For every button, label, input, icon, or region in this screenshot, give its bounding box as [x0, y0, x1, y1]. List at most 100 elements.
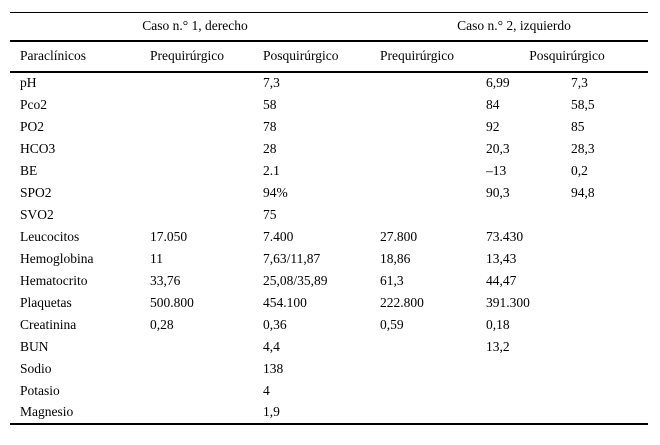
row-label: SPO2	[20, 184, 52, 200]
table-cell	[486, 204, 571, 226]
table-cell	[150, 160, 263, 182]
column-header-caso1-pre: Prequirúrgico	[150, 40, 263, 73]
row-label: Sodio	[20, 360, 52, 376]
table-cell	[150, 204, 263, 226]
column-header-parameter: Paraclínicos	[10, 40, 150, 73]
table-cell: 222.800	[380, 294, 424, 310]
table-cell	[380, 182, 486, 204]
table-cell	[571, 270, 648, 292]
table-cell: 44,47	[486, 272, 517, 288]
table-cell: 0,36	[263, 316, 287, 332]
table-cell: 92	[486, 118, 500, 134]
row-label: SVO2	[20, 206, 54, 222]
table-cell: 58	[263, 96, 277, 112]
table-row: SPO2 94% 90,3 94,8	[10, 182, 648, 204]
row-label: pH	[20, 75, 37, 90]
clinical-table: Caso n.° 1, derecho Caso n.° 2, izquierd…	[10, 12, 649, 425]
row-label: Hemoglobina	[20, 250, 94, 266]
table-cell: 7,3	[571, 75, 588, 90]
table-cell	[150, 336, 263, 358]
table-row: BUN 4,4 13,2	[10, 336, 648, 358]
table-cell: 84	[486, 96, 500, 112]
table-cell	[150, 380, 263, 402]
column-header-row: Paraclínicos Prequirúrgico Posquirúrgico…	[10, 40, 649, 73]
table-cell: 11	[150, 250, 163, 266]
table-cell: 0,28	[150, 316, 174, 332]
table-cell	[571, 314, 648, 336]
row-label: Plaquetas	[20, 294, 72, 310]
table-cell: 6,99	[486, 75, 510, 90]
table-cell: 73.430	[486, 228, 524, 244]
table-cell: 94%	[263, 184, 288, 200]
table-cell	[150, 138, 263, 160]
table-cell	[486, 402, 571, 424]
table-cell	[571, 248, 648, 270]
row-label: PO2	[20, 118, 45, 134]
group-header-caso-1: Caso n.° 1, derecho	[10, 12, 381, 42]
table-cell	[150, 94, 263, 116]
table-cell: 1,9	[263, 404, 280, 419]
table-cell: 18,86	[380, 250, 411, 266]
table-cell	[486, 358, 571, 380]
table-row: SVO2 75	[10, 204, 648, 226]
table-cell: 13,43	[486, 250, 517, 266]
table-cell	[571, 204, 648, 226]
table-cell	[150, 72, 263, 94]
row-label: BUN	[20, 338, 49, 354]
row-label: BE	[20, 162, 38, 178]
table-cell: 4,4	[263, 338, 280, 354]
table-cell: 61,3	[380, 272, 404, 288]
table-cell: 94,8	[571, 184, 595, 200]
table-cell: 7,3	[263, 75, 280, 90]
group-header-caso-2: Caso n.° 2, izquierdo	[380, 12, 649, 42]
table-row: Potasio 4	[10, 380, 648, 402]
table-row: HCO3 28 20,3 28,3	[10, 138, 648, 160]
row-label: Pco2	[20, 96, 47, 112]
table-cell: 90,3	[486, 184, 510, 200]
table-cell: 0,59	[380, 316, 404, 332]
table-cell	[571, 402, 648, 424]
table-cell	[150, 116, 263, 138]
table-row: Magnesio 1,9	[10, 402, 648, 424]
table-cell: 500.800	[150, 294, 194, 310]
table-cell	[571, 226, 648, 248]
table-row: Leucocitos 17.050 7.400 27.800 73.430	[10, 226, 648, 248]
table-cell	[150, 402, 263, 424]
table-row: pH 7,3 6,99 7,3	[10, 72, 648, 94]
table-cell	[380, 358, 486, 380]
table-cell: 20,3	[486, 140, 510, 156]
table-cell: 7,63/11,87	[263, 250, 321, 266]
table-cell: 391.300	[486, 294, 530, 310]
table-cell: 85	[571, 118, 585, 134]
column-header-caso1-post: Posquirúrgico	[263, 40, 381, 73]
table-row: BE 2.1 –13 0,2	[10, 160, 648, 182]
table-cell	[380, 72, 486, 94]
table-row: Creatinina 0,28 0,36 0,59 0,18	[10, 314, 648, 336]
row-label: Leucocitos	[20, 228, 80, 244]
table-cell: 0,2	[571, 162, 588, 178]
table-cell	[380, 160, 486, 182]
table-cell: 4	[263, 382, 270, 398]
table-row: Plaquetas 500.800 454.100 222.800 391.300	[10, 292, 648, 314]
table-cell: 33,76	[150, 272, 181, 288]
table-cell	[380, 380, 486, 402]
table-cell: –13	[486, 162, 507, 178]
table-cell	[571, 380, 648, 402]
table-cell: 2.1	[263, 162, 280, 178]
table-cell: 17.050	[150, 228, 188, 244]
table-cell: 78	[263, 118, 277, 134]
group-header-row: Caso n.° 1, derecho Caso n.° 2, izquierd…	[10, 12, 649, 42]
table-cell	[150, 358, 263, 380]
table-row: Hemoglobina 11 7,63/11,87 18,86 13,43	[10, 248, 648, 270]
row-label: Magnesio	[20, 404, 74, 419]
table-cell	[150, 182, 263, 204]
table-cell: 28,3	[571, 140, 595, 156]
table-cell	[380, 116, 486, 138]
table-cell: 7.400	[263, 228, 294, 244]
table-cell	[486, 380, 571, 402]
table-cell: 58,5	[571, 96, 595, 112]
table-cell: 25,08/35,89	[263, 272, 328, 288]
column-header-caso2-pre: Prequirúrgico	[380, 40, 487, 73]
table-body: pH 7,3 6,99 7,3 Pco2 58 84 58,5 PO2 78 92 85 HCO3 28 2…	[10, 72, 648, 424]
table-cell	[380, 138, 486, 160]
